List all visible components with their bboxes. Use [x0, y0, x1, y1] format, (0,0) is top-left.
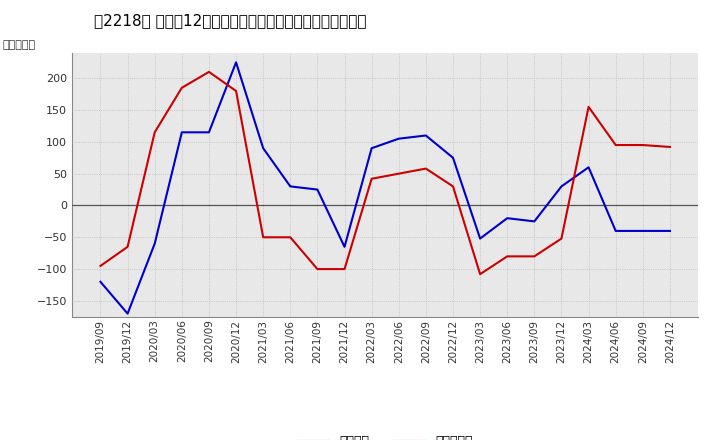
Legend: 経常利益, 当期純利益: 経常利益, 当期純利益: [297, 435, 473, 440]
当期純利益: [611, 143, 620, 148]
Y-axis label: （百万円）: （百万円）: [2, 40, 35, 50]
当期純利益: [476, 271, 485, 277]
当期純利益: [367, 176, 376, 181]
経常利益: [123, 311, 132, 316]
経常利益: [150, 241, 159, 246]
当期純利益: [259, 235, 268, 240]
当期純利益: [395, 171, 403, 176]
経常利益: [341, 244, 349, 249]
経常利益: [313, 187, 322, 192]
Line: 当期純利益: 当期純利益: [101, 72, 670, 274]
当期純利益: [530, 254, 539, 259]
当期純利益: [232, 88, 240, 94]
経常利益: [530, 219, 539, 224]
経常利益: [96, 279, 105, 284]
経常利益: [584, 165, 593, 170]
経常利益: [421, 133, 430, 138]
経常利益: [611, 228, 620, 234]
当期純利益: [341, 267, 349, 272]
Text: ［2218］ 利益の12か月移動合計の対前年同期増減額の推移: ［2218］ 利益の12か月移動合計の対前年同期増減額の推移: [94, 13, 366, 28]
当期純利益: [665, 144, 674, 150]
当期純利益: [123, 244, 132, 249]
当期純利益: [150, 130, 159, 135]
当期純利益: [421, 166, 430, 171]
当期純利益: [449, 184, 457, 189]
当期純利益: [313, 267, 322, 272]
当期純利益: [639, 143, 647, 148]
経常利益: [557, 184, 566, 189]
経常利益: [395, 136, 403, 141]
当期純利益: [503, 254, 511, 259]
経常利益: [259, 146, 268, 151]
当期純利益: [96, 263, 105, 268]
当期純利益: [584, 104, 593, 110]
経常利益: [232, 60, 240, 65]
経常利益: [639, 228, 647, 234]
Line: 経常利益: 経常利益: [101, 62, 670, 314]
当期純利益: [178, 85, 186, 91]
当期純利益: [204, 69, 213, 74]
経常利益: [204, 130, 213, 135]
経常利益: [449, 155, 457, 161]
経常利益: [178, 130, 186, 135]
経常利益: [503, 216, 511, 221]
経常利益: [476, 236, 485, 241]
経常利益: [665, 228, 674, 234]
当期純利益: [286, 235, 294, 240]
当期純利益: [557, 236, 566, 241]
経常利益: [286, 184, 294, 189]
経常利益: [367, 146, 376, 151]
